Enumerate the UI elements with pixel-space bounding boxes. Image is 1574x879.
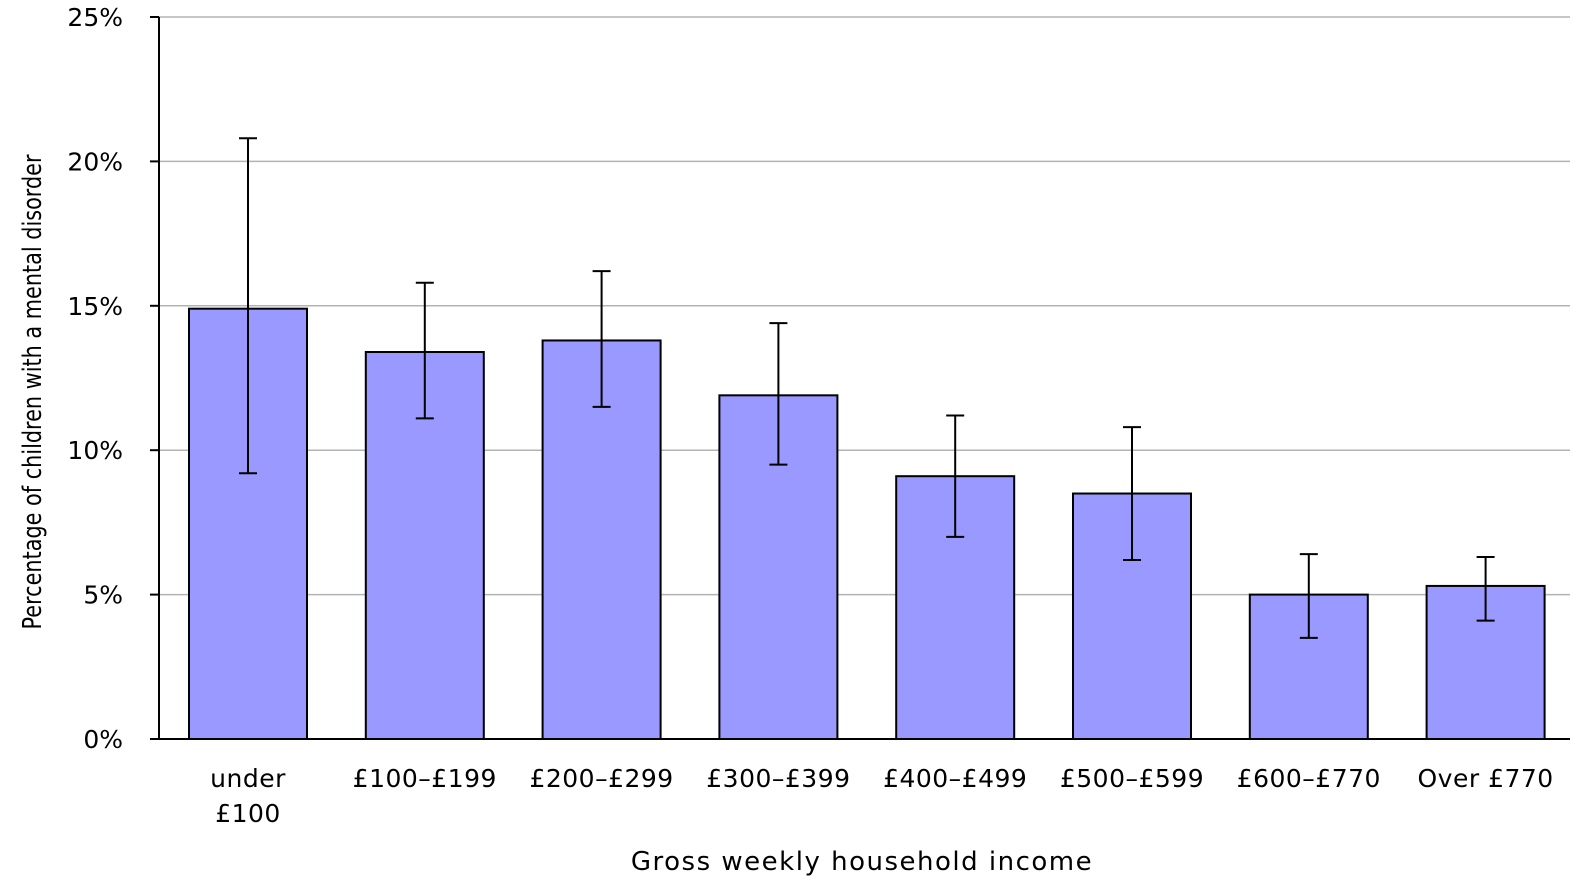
- x-tick-label-line: under: [210, 764, 286, 793]
- x-tick-label-line: £200–£299: [529, 764, 673, 793]
- y-axis-title: Percentage of children with a mental dis…: [17, 154, 48, 629]
- error-bar: [1299, 553, 1318, 639]
- error-bar: [415, 281, 434, 420]
- error-bar: [592, 270, 611, 408]
- error-bar: [239, 137, 257, 475]
- x-tick-label: Over £770: [1417, 764, 1553, 793]
- x-tick-label: £100–£199: [353, 764, 497, 793]
- x-axis-title: Gross weekly household income: [631, 847, 1093, 877]
- error-bars: [239, 137, 1495, 639]
- x-tick-label-line: £500–£599: [1060, 764, 1204, 793]
- y-tick-label: 25%: [67, 3, 123, 32]
- x-tick-label: £200–£299: [529, 764, 673, 793]
- y-tick-labels: 0% 5% 10% 15% 20% 25%: [67, 3, 123, 754]
- x-tick-label-line: Over £770: [1417, 764, 1553, 793]
- x-tick-label-line: £100: [215, 799, 281, 828]
- x-tick-label: £300–£399: [706, 764, 850, 793]
- x-tick-label: £600–£770: [1237, 764, 1381, 793]
- bars: [188, 307, 1546, 740]
- y-tick-label: 0%: [83, 725, 123, 754]
- y-tick-label: 10%: [67, 436, 123, 465]
- error-bar: [1123, 426, 1141, 561]
- axes: [150, 16, 1570, 740]
- x-tick-label-line: £300–£399: [706, 764, 850, 793]
- x-tick-labels: under £100 £100–£199 £200–£299 £300–£399 £400…: [210, 764, 1553, 828]
- error-bar: [769, 322, 788, 466]
- y-tick-label: 15%: [67, 292, 123, 321]
- y-tick-label: 20%: [67, 147, 123, 176]
- x-tick-label-line: £100–£199: [353, 764, 497, 793]
- x-tick-label-line: £600–£770: [1237, 764, 1381, 793]
- x-tick-label-line: £400–£499: [883, 764, 1027, 793]
- y-tick-label: 5%: [83, 581, 123, 610]
- error-bar: [946, 414, 965, 538]
- x-tick-label: under £100: [210, 764, 286, 828]
- x-tick-label: £400–£499: [883, 764, 1027, 793]
- x-tick-label: £500–£599: [1060, 764, 1204, 793]
- error-bar: [1476, 556, 1495, 622]
